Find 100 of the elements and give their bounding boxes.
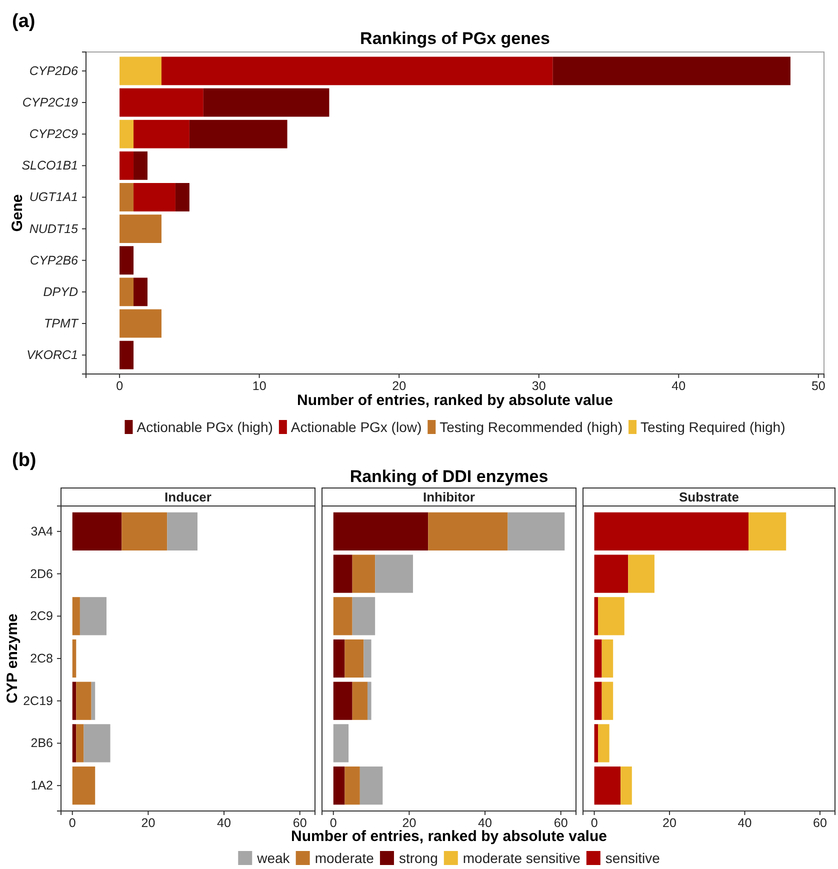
y-tick-label: 2B6 — [30, 736, 54, 750]
y-tick-label: UGT1A1 — [29, 190, 78, 204]
x-tick-label: 40 — [478, 816, 492, 830]
bar — [120, 56, 162, 86]
bar — [161, 56, 553, 86]
bar — [594, 512, 748, 550]
x-tick-label: 60 — [813, 816, 827, 830]
x-tick-label: 50 — [811, 378, 826, 393]
bar — [72, 682, 76, 720]
legend-label: moderate sensitive — [462, 850, 581, 866]
bar — [72, 597, 80, 636]
bar — [134, 278, 148, 306]
bar — [72, 724, 76, 762]
y-tick-label: CYP2C19 — [22, 96, 78, 110]
bar — [594, 724, 598, 762]
x-tick-label: 30 — [532, 378, 546, 393]
bar — [120, 278, 134, 306]
legend-label: weak — [256, 850, 291, 866]
bar — [360, 766, 383, 805]
y-tick-label: CYP2D6 — [29, 64, 78, 78]
bar — [167, 512, 198, 550]
bar — [134, 183, 176, 212]
x-tick-label: 0 — [116, 378, 124, 393]
bar — [594, 597, 598, 636]
x-tick-label: 0 — [330, 816, 337, 830]
bar — [120, 309, 162, 338]
bar — [120, 214, 162, 243]
x-tick-label: 60 — [554, 816, 568, 830]
bar — [598, 597, 624, 636]
x-tick-label: 20 — [662, 816, 677, 830]
text: (b) — [12, 450, 36, 471]
y-tick-label: 2C9 — [30, 609, 54, 624]
y-tick-label: CYP2B6 — [30, 253, 78, 268]
y-axis-title: Gene — [9, 194, 26, 232]
y-tick-label: 1A2 — [30, 778, 54, 793]
bar — [120, 183, 134, 212]
x-tick-label: 40 — [672, 378, 686, 393]
bar — [175, 183, 190, 212]
x-tick-label: 60 — [292, 816, 307, 830]
legend-label: sensitive — [605, 850, 660, 866]
bar — [344, 766, 360, 805]
bar — [134, 151, 148, 180]
bar — [602, 682, 614, 720]
y-tick-label: TPMT — [44, 316, 80, 330]
bar — [84, 724, 110, 762]
bar — [76, 682, 92, 720]
y-axis-title: CYP enzyme — [4, 614, 21, 704]
bar — [333, 639, 345, 678]
x-tick-label: 20 — [402, 816, 416, 830]
bar — [352, 554, 376, 593]
bar — [333, 766, 345, 805]
chart-subtitle: Inhibitor — [423, 490, 475, 504]
bar — [594, 639, 602, 678]
bar — [120, 340, 134, 370]
bar — [333, 554, 352, 593]
legend-label: Testing Required (high) — [640, 419, 786, 435]
y-tick-label: SLCO1B1 — [22, 158, 78, 173]
bar — [594, 682, 602, 720]
x-tick-label: 20 — [392, 378, 406, 393]
y-tick-label: DPYD — [43, 284, 78, 299]
bar — [72, 639, 76, 678]
y-tick-label: 2C8 — [30, 652, 54, 666]
bar — [344, 639, 364, 678]
bar — [628, 554, 654, 593]
y-tick-label: VKORC1 — [26, 348, 78, 362]
bar — [620, 766, 632, 805]
bar — [508, 512, 565, 550]
chart-title: Rankings of PGx genes — [360, 29, 550, 48]
bar — [352, 682, 368, 720]
x-axis-title: Number of entries, ranked by absolute value — [291, 828, 607, 845]
bar — [76, 724, 84, 762]
x-tick-label: 0 — [68, 816, 76, 830]
legend-label: Actionable PGx (low) — [290, 419, 422, 435]
text: (a) — [12, 11, 36, 32]
chart-subtitle: Substrate — [679, 490, 739, 504]
bar — [748, 512, 786, 550]
bar — [552, 56, 790, 86]
bar — [203, 88, 330, 117]
bar — [602, 639, 614, 678]
x-tick-label: 0 — [590, 816, 598, 830]
bar — [122, 512, 168, 550]
bar — [72, 512, 122, 550]
x-tick-label: 40 — [217, 816, 232, 830]
x-tick-label: 20 — [141, 816, 156, 830]
y-tick-label: 2D6 — [30, 566, 54, 581]
bar — [120, 88, 204, 117]
bar — [352, 597, 376, 636]
bar — [120, 246, 134, 275]
bar — [364, 639, 372, 678]
y-tick-label: 3A4 — [30, 524, 54, 538]
legend-label: Actionable PGx (high) — [136, 419, 273, 435]
legend-label: strong — [398, 850, 438, 866]
bar — [367, 682, 372, 720]
bar — [594, 554, 628, 593]
bar — [120, 120, 134, 148]
bar — [134, 120, 190, 148]
bar — [80, 597, 106, 636]
chart-title: Ranking of DDI enzymes — [350, 467, 548, 486]
x-tick-label: 40 — [738, 816, 752, 830]
bar — [598, 724, 610, 762]
